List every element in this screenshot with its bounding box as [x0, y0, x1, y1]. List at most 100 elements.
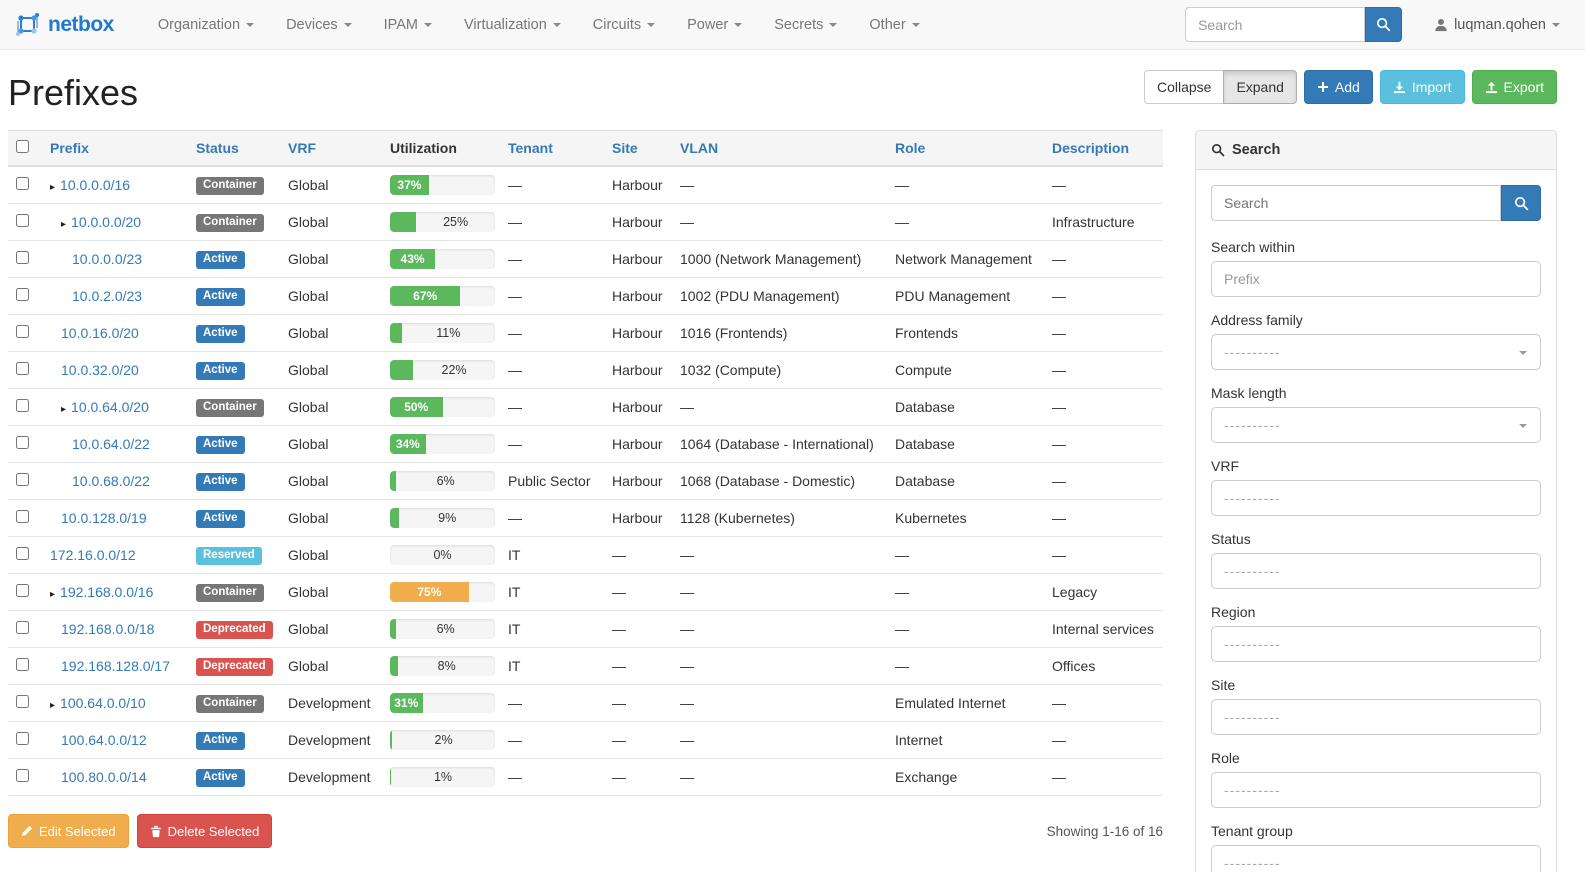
site-link[interactable]: Harbour	[612, 510, 663, 526]
delete-selected-button[interactable]: Delete Selected	[136, 814, 273, 848]
row-checkbox[interactable]	[16, 399, 29, 412]
column-header-vlan[interactable]: VLAN	[672, 130, 887, 167]
row-checkbox[interactable]	[16, 584, 29, 597]
row-checkbox[interactable]	[16, 510, 29, 523]
prefix-link[interactable]: 10.0.68.0/22	[72, 473, 150, 489]
menu-item-organization[interactable]: Organization	[142, 0, 270, 50]
filter-search-input[interactable]	[1211, 185, 1501, 221]
select-all-checkbox[interactable]	[16, 140, 29, 153]
tenant-link[interactable]: IT	[508, 584, 521, 600]
site-link[interactable]: Harbour	[612, 325, 663, 341]
tenant-link[interactable]: Public Sector	[508, 473, 591, 489]
expand-arrow-icon[interactable]: ▸	[61, 404, 67, 415]
edit-selected-button[interactable]: Edit Selected	[8, 814, 129, 848]
row-checkbox[interactable]	[16, 658, 29, 671]
column-header-description[interactable]: Description	[1044, 130, 1163, 167]
vrf-value[interactable]: Development	[288, 769, 371, 785]
region-listbox[interactable]: ----------	[1211, 626, 1541, 662]
vrf-value[interactable]: Development	[288, 732, 371, 748]
tenant-link[interactable]: IT	[508, 658, 521, 674]
tenant-link[interactable]: IT	[508, 547, 521, 563]
row-checkbox[interactable]	[16, 473, 29, 486]
expand-arrow-icon[interactable]: ▸	[50, 182, 56, 193]
menu-item-devices[interactable]: Devices	[270, 0, 368, 50]
role-link[interactable]: Exchange	[895, 769, 958, 785]
menu-item-power[interactable]: Power	[671, 0, 758, 50]
column-header-vrf[interactable]: VRF	[280, 130, 382, 167]
vlan-link[interactable]: 1032 (Compute)	[680, 362, 782, 378]
vlan-link[interactable]: 1128 (Kubernetes)	[680, 510, 795, 526]
site-link[interactable]: Harbour	[612, 251, 663, 267]
prefix-link[interactable]: 10.0.0.0/23	[72, 251, 143, 267]
mask-length-select[interactable]: ----------	[1211, 407, 1541, 443]
prefix-link[interactable]: 100.80.0.0/14	[61, 769, 147, 785]
prefix-link[interactable]: 100.64.0.0/12	[61, 732, 147, 748]
menu-item-other[interactable]: Other	[853, 0, 935, 50]
site-link[interactable]: Harbour	[612, 399, 663, 415]
role-link[interactable]: Kubernetes	[895, 510, 967, 526]
add-button[interactable]: Add	[1303, 70, 1373, 104]
prefix-link[interactable]: 10.0.16.0/20	[61, 325, 139, 341]
menu-item-secrets[interactable]: Secrets	[758, 0, 853, 50]
vlan-link[interactable]: 1016 (Frontends)	[680, 325, 788, 341]
role-link[interactable]: Database	[895, 399, 955, 415]
role-link[interactable]: Frontends	[895, 325, 959, 341]
role-link[interactable]: Internet	[895, 732, 943, 748]
address-family-select[interactable]: ----------	[1211, 334, 1541, 370]
role-link[interactable]: Database	[895, 436, 955, 452]
site-link[interactable]: Harbour	[612, 177, 663, 193]
column-header-tenant[interactable]: Tenant	[500, 130, 604, 167]
vrf-value[interactable]: Development	[288, 695, 371, 711]
row-checkbox[interactable]	[16, 436, 29, 449]
prefix-link[interactable]: 10.0.128.0/19	[61, 510, 147, 526]
tenant-group-listbox[interactable]: ----------	[1211, 845, 1541, 872]
role-link[interactable]: Emulated Internet	[895, 695, 1006, 711]
row-checkbox[interactable]	[16, 732, 29, 745]
vlan-link[interactable]: 1068 (Database - Domestic)	[680, 473, 856, 489]
vlan-link[interactable]: 1064 (Database - International)	[680, 436, 874, 452]
column-header-role[interactable]: Role	[887, 130, 1044, 167]
expand-arrow-icon[interactable]: ▸	[50, 700, 56, 711]
tenant-link[interactable]: IT	[508, 621, 521, 637]
prefix-link[interactable]: 10.0.64.0/20	[71, 399, 149, 415]
navbar-search-input[interactable]	[1185, 7, 1366, 42]
role-listbox[interactable]: ----------	[1211, 772, 1541, 808]
role-link[interactable]: Compute	[895, 362, 952, 378]
site-link[interactable]: Harbour	[612, 473, 663, 489]
role-link[interactable]: PDU Management	[895, 288, 1011, 304]
prefix-link[interactable]: 192.168.0.0/18	[61, 621, 155, 637]
column-header-prefix[interactable]: Prefix	[42, 130, 188, 167]
row-checkbox[interactable]	[16, 214, 29, 227]
netbox-brand[interactable]: netbox	[14, 11, 114, 38]
search-within-input[interactable]	[1211, 261, 1541, 297]
expand-button[interactable]: Expand	[1223, 70, 1297, 104]
column-header-site[interactable]: Site	[604, 130, 672, 167]
site-link[interactable]: Harbour	[612, 214, 663, 230]
import-button[interactable]: Import	[1379, 70, 1465, 104]
row-checkbox[interactable]	[16, 325, 29, 338]
menu-item-virtualization[interactable]: Virtualization	[448, 0, 577, 50]
prefix-link[interactable]: 192.168.0.0/16	[60, 584, 154, 600]
vrf-listbox[interactable]: ----------	[1211, 480, 1541, 516]
row-checkbox[interactable]	[16, 177, 29, 190]
prefix-link[interactable]: 10.0.32.0/20	[61, 362, 139, 378]
row-checkbox[interactable]	[16, 621, 29, 634]
row-checkbox[interactable]	[16, 288, 29, 301]
prefix-link[interactable]: 100.64.0.0/10	[60, 695, 146, 711]
expand-arrow-icon[interactable]: ▸	[61, 219, 67, 230]
row-checkbox[interactable]	[16, 251, 29, 264]
prefix-link[interactable]: 10.0.64.0/22	[72, 436, 150, 452]
site-listbox[interactable]: ----------	[1211, 699, 1541, 735]
export-button[interactable]: Export	[1471, 70, 1557, 104]
row-checkbox[interactable]	[16, 362, 29, 375]
site-link[interactable]: Harbour	[612, 436, 663, 452]
prefix-link[interactable]: 10.0.2.0/23	[72, 288, 143, 304]
role-link[interactable]: Network Management	[895, 251, 1032, 267]
row-checkbox[interactable]	[16, 547, 29, 560]
vlan-link[interactable]: 1002 (PDU Management)	[680, 288, 840, 304]
vlan-link[interactable]: 1000 (Network Management)	[680, 251, 862, 267]
site-link[interactable]: Harbour	[612, 362, 663, 378]
menu-item-circuits[interactable]: Circuits	[577, 0, 671, 50]
filter-search-button[interactable]	[1501, 185, 1541, 221]
column-header-status[interactable]: Status	[188, 130, 280, 167]
